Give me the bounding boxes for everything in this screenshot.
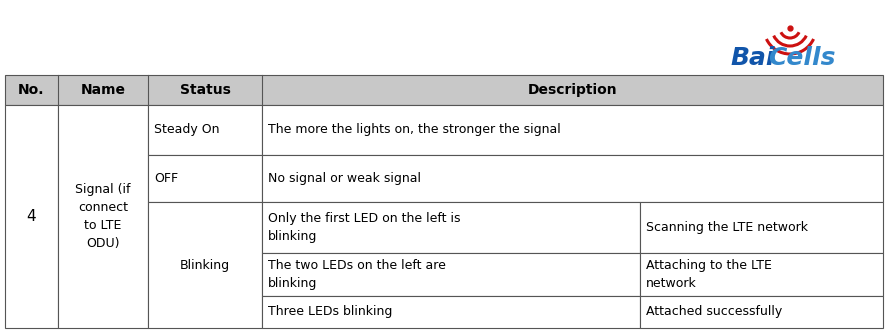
Text: No.: No. — [19, 83, 44, 97]
Text: Bai: Bai — [730, 46, 774, 70]
Text: OFF: OFF — [154, 172, 178, 185]
Bar — [5, 105, 58, 328]
Bar — [58, 105, 148, 328]
Text: Scanning the LTE network: Scanning the LTE network — [646, 221, 808, 234]
Bar — [640, 202, 883, 253]
Text: Status: Status — [179, 83, 231, 97]
Text: Attached successfully: Attached successfully — [646, 305, 782, 318]
Bar — [262, 105, 883, 155]
Bar — [262, 202, 640, 253]
Bar — [262, 253, 640, 296]
Text: The more the lights on, the stronger the signal: The more the lights on, the stronger the… — [268, 124, 560, 137]
Text: Cells: Cells — [768, 46, 836, 70]
Bar — [148, 155, 262, 202]
Bar — [640, 296, 883, 328]
Text: The two LEDs on the left are
blinking: The two LEDs on the left are blinking — [268, 259, 446, 290]
Bar — [148, 202, 262, 328]
Text: Name: Name — [81, 83, 125, 97]
Text: Only the first LED on the left is
blinking: Only the first LED on the left is blinki… — [268, 212, 461, 243]
Text: Steady On: Steady On — [154, 124, 219, 137]
Text: Signal (if
connect
to LTE
ODU): Signal (if connect to LTE ODU) — [75, 183, 131, 250]
Bar — [262, 155, 883, 202]
Bar — [5, 75, 883, 105]
Text: Blinking: Blinking — [180, 258, 230, 271]
Text: Description: Description — [527, 83, 617, 97]
Text: Attaching to the LTE
network: Attaching to the LTE network — [646, 259, 772, 290]
Text: Three LEDs blinking: Three LEDs blinking — [268, 305, 392, 318]
Text: 4: 4 — [27, 209, 36, 224]
Bar — [640, 253, 883, 296]
Bar — [262, 296, 640, 328]
Text: No signal or weak signal: No signal or weak signal — [268, 172, 421, 185]
Bar — [148, 105, 262, 155]
